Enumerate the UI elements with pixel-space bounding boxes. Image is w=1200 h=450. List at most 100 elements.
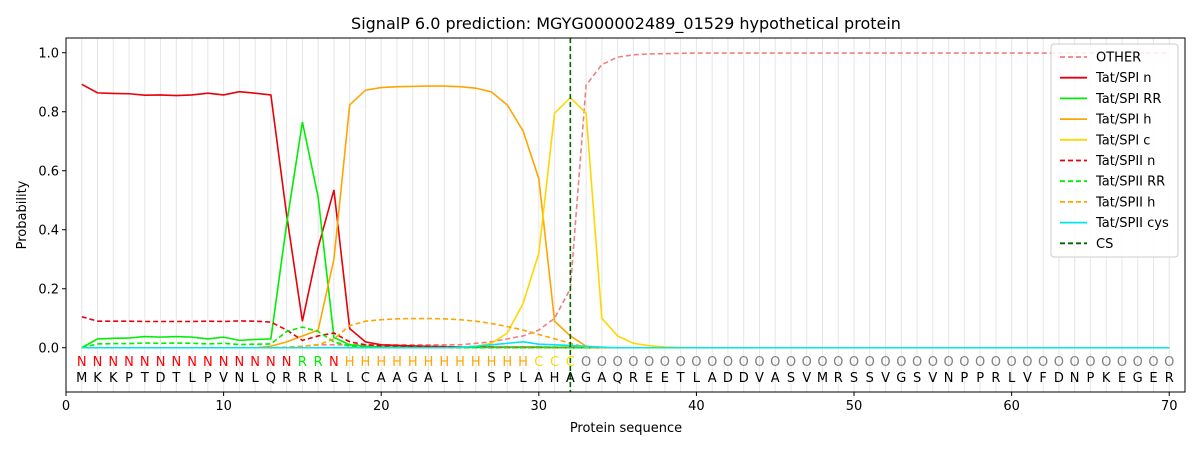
series-line-0 (81, 52, 1170, 349)
legend: OTHER Tat/SPI n Tat/SPI RR Tat/SPI h Tat/SPI… (1050, 43, 1179, 258)
region-label: O (943, 355, 953, 370)
region-label: O (1148, 355, 1158, 370)
residue-label: V (219, 371, 228, 386)
region-label: O (613, 355, 623, 370)
residue-label: F (1039, 371, 1046, 386)
region-label: O (644, 355, 654, 370)
region-label: N (156, 355, 166, 370)
residue-label: E (1149, 371, 1157, 386)
residue-label: G (896, 371, 906, 386)
residue-label: Q (613, 371, 623, 386)
region-label: R (314, 355, 323, 370)
residue-label: T (171, 371, 180, 386)
x-tick-label: 30 (531, 399, 548, 414)
region-label: H (455, 355, 465, 370)
x-tick-label: 20 (373, 399, 390, 414)
region-label: H (518, 355, 528, 370)
series-line-6 (81, 326, 1170, 349)
x-axis-label: Protein sequence (570, 421, 682, 436)
region-label: O (754, 355, 764, 370)
x-tick-label: 70 (1161, 399, 1178, 414)
region-label: O (1022, 355, 1032, 370)
residue-label: N (234, 371, 244, 386)
residue-label: C (361, 371, 370, 386)
series-line-3 (81, 85, 1170, 349)
legend-label: Tat/SPII RR (1095, 175, 1165, 190)
residue-label: S (787, 371, 795, 386)
region-label: O (849, 355, 859, 370)
residue-label: L (519, 371, 527, 386)
y-tick-label: 0.6 (38, 164, 59, 179)
region-label: H (424, 355, 434, 370)
residue-label: R (298, 371, 307, 386)
y-tick-label: 0.4 (38, 223, 59, 238)
region-label: N (140, 355, 150, 370)
x-tick-label: 40 (688, 399, 705, 414)
region-label: O (802, 355, 812, 370)
residue-label: A (771, 371, 780, 386)
residue-label: P (976, 371, 984, 386)
residue-label: Q (266, 371, 276, 386)
series-line-2 (81, 121, 1170, 349)
residue-label: V (1023, 371, 1032, 386)
region-label: O (581, 355, 591, 370)
region-label: C (566, 355, 575, 370)
region-label: N (266, 355, 276, 370)
residue-label: P (125, 371, 133, 386)
region-label: O (1038, 355, 1048, 370)
region-label: O (739, 355, 749, 370)
residue-label: E (1118, 371, 1126, 386)
region-label: O (1070, 355, 1080, 370)
residue-label: V (881, 371, 890, 386)
legend-label: CS (1096, 237, 1113, 252)
residue-label: M (76, 371, 87, 386)
residue-label: S (866, 371, 874, 386)
residue-label: A (597, 371, 606, 386)
residue-label: K (109, 371, 118, 386)
y-tick-label: 0.0 (38, 341, 59, 356)
y-tick-label: 0.2 (38, 282, 59, 297)
y-tick-label: 1.0 (38, 46, 59, 61)
residue-label: K (93, 371, 102, 386)
legend-label: Tat/SPII n (1095, 154, 1155, 169)
region-label: O (880, 355, 890, 370)
grid-lines (81, 38, 1170, 392)
residue-label: R (991, 371, 1000, 386)
region-label: N (203, 355, 213, 370)
region-label: N (93, 355, 103, 370)
residue-label: L (188, 371, 196, 386)
region-label: O (1164, 355, 1174, 370)
residue-label: D (739, 371, 749, 386)
residue-label: D (156, 371, 166, 386)
region-label: O (1133, 355, 1143, 370)
x-tick-label: 10 (215, 399, 232, 414)
region-label: O (833, 355, 843, 370)
region-label: O (1101, 355, 1111, 370)
series-line-5 (81, 315, 1170, 349)
residue-label: P (204, 371, 212, 386)
residue-label: G (1133, 371, 1143, 386)
region-label: C (534, 355, 543, 370)
residue-label: P (503, 371, 511, 386)
series-line-7 (81, 317, 1170, 349)
x-tick-label: 50 (846, 399, 863, 414)
region-label: N (124, 355, 134, 370)
legend-label: Tat/SPI RR (1095, 92, 1161, 107)
residue-label: N (944, 371, 954, 386)
legend-label: OTHER (1096, 51, 1141, 66)
plot-area (81, 38, 1170, 392)
residue-label: P (960, 371, 968, 386)
residue-label: L (252, 371, 260, 386)
residue-label: S (487, 371, 495, 386)
region-label: N (234, 355, 244, 370)
residue-label: R (834, 371, 843, 386)
residue-label: L (456, 371, 464, 386)
region-label: H (361, 355, 371, 370)
residue-label: S (913, 371, 921, 386)
region-label: N (187, 355, 197, 370)
residue-label: G (408, 371, 418, 386)
residue-label: R (314, 371, 323, 386)
residue-label: L (693, 371, 701, 386)
residue-label: P (1087, 371, 1095, 386)
y-tick-label: 0.8 (38, 105, 59, 120)
